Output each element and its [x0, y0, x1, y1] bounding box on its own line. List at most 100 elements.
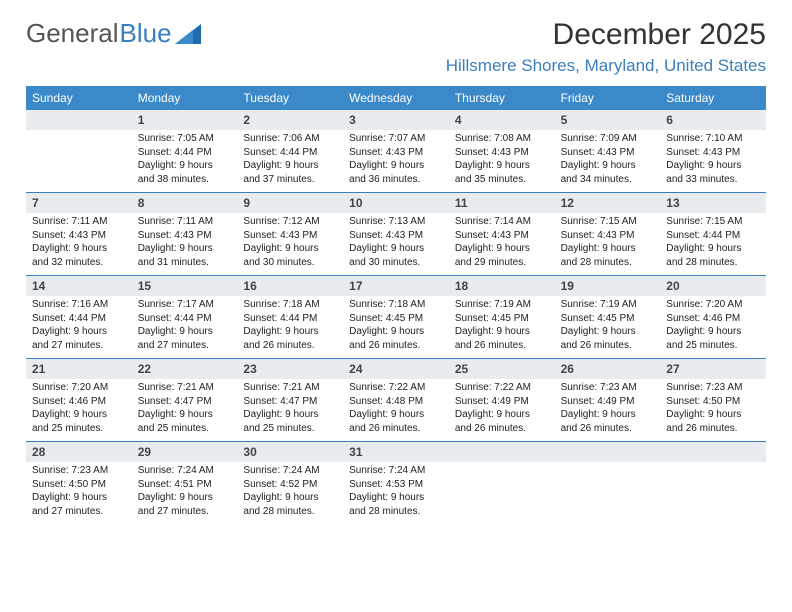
- daylight-line2: and 28 minutes.: [349, 505, 443, 519]
- daylight-line1: Daylight: 9 hours: [455, 325, 549, 339]
- sunset-text: Sunset: 4:47 PM: [243, 395, 337, 409]
- day-number: 4: [449, 110, 555, 130]
- day-info: Sunrise: 7:10 AMSunset: 4:43 PMDaylight:…: [660, 130, 766, 192]
- sunset-text: Sunset: 4:50 PM: [666, 395, 760, 409]
- sunset-text: Sunset: 4:43 PM: [349, 229, 443, 243]
- daylight-line2: and 30 minutes.: [349, 256, 443, 270]
- day-number: 3: [343, 110, 449, 130]
- day-info: Sunrise: 7:21 AMSunset: 4:47 PMDaylight:…: [237, 379, 343, 441]
- day-cell: 22Sunrise: 7:21 AMSunset: 4:47 PMDayligh…: [132, 359, 238, 441]
- day-header: Sunday: [26, 86, 132, 110]
- day-info: Sunrise: 7:12 AMSunset: 4:43 PMDaylight:…: [237, 213, 343, 275]
- day-cell: 12Sunrise: 7:15 AMSunset: 4:43 PMDayligh…: [555, 193, 661, 275]
- day-cell: 3Sunrise: 7:07 AMSunset: 4:43 PMDaylight…: [343, 110, 449, 192]
- day-info: Sunrise: 7:24 AMSunset: 4:53 PMDaylight:…: [343, 462, 449, 524]
- day-info: Sunrise: 7:16 AMSunset: 4:44 PMDaylight:…: [26, 296, 132, 358]
- day-info: Sunrise: 7:14 AMSunset: 4:43 PMDaylight:…: [449, 213, 555, 275]
- sunrise-text: Sunrise: 7:24 AM: [349, 464, 443, 478]
- day-number: 28: [26, 442, 132, 462]
- day-info: Sunrise: 7:18 AMSunset: 4:44 PMDaylight:…: [237, 296, 343, 358]
- day-number: 12: [555, 193, 661, 213]
- day-header: Thursday: [449, 86, 555, 110]
- day-number: 13: [660, 193, 766, 213]
- page-title: December 2025: [553, 18, 766, 52]
- daylight-line2: and 25 minutes.: [138, 422, 232, 436]
- sunrise-text: Sunrise: 7:09 AM: [561, 132, 655, 146]
- day-info: Sunrise: 7:08 AMSunset: 4:43 PMDaylight:…: [449, 130, 555, 192]
- daylight-line1: Daylight: 9 hours: [455, 408, 549, 422]
- day-info: Sunrise: 7:15 AMSunset: 4:43 PMDaylight:…: [555, 213, 661, 275]
- sunset-text: Sunset: 4:43 PM: [32, 229, 126, 243]
- day-info: Sunrise: 7:21 AMSunset: 4:47 PMDaylight:…: [132, 379, 238, 441]
- daylight-line1: Daylight: 9 hours: [349, 242, 443, 256]
- sunrise-text: Sunrise: 7:18 AM: [349, 298, 443, 312]
- day-cell: 2Sunrise: 7:06 AMSunset: 4:44 PMDaylight…: [237, 110, 343, 192]
- daylight-line1: Daylight: 9 hours: [349, 408, 443, 422]
- day-info: Sunrise: 7:23 AMSunset: 4:50 PMDaylight:…: [660, 379, 766, 441]
- daylight-line1: Daylight: 9 hours: [561, 408, 655, 422]
- daylight-line2: and 26 minutes.: [561, 339, 655, 353]
- day-number: 7: [26, 193, 132, 213]
- day-cell: 6Sunrise: 7:10 AMSunset: 4:43 PMDaylight…: [660, 110, 766, 192]
- sunset-text: Sunset: 4:53 PM: [349, 478, 443, 492]
- sunset-text: Sunset: 4:44 PM: [243, 146, 337, 160]
- sunset-text: Sunset: 4:44 PM: [666, 229, 760, 243]
- week-row: 14Sunrise: 7:16 AMSunset: 4:44 PMDayligh…: [26, 276, 766, 359]
- day-info: Sunrise: 7:13 AMSunset: 4:43 PMDaylight:…: [343, 213, 449, 275]
- day-cell: 18Sunrise: 7:19 AMSunset: 4:45 PMDayligh…: [449, 276, 555, 358]
- sunset-text: Sunset: 4:47 PM: [138, 395, 232, 409]
- sunset-text: Sunset: 4:45 PM: [455, 312, 549, 326]
- sunset-text: Sunset: 4:45 PM: [349, 312, 443, 326]
- daylight-line2: and 25 minutes.: [243, 422, 337, 436]
- day-number: 22: [132, 359, 238, 379]
- daylight-line1: Daylight: 9 hours: [666, 159, 760, 173]
- day-number: 14: [26, 276, 132, 296]
- day-cell: 1Sunrise: 7:05 AMSunset: 4:44 PMDaylight…: [132, 110, 238, 192]
- sunset-text: Sunset: 4:49 PM: [455, 395, 549, 409]
- logo-text-blue: Blue: [120, 18, 172, 49]
- sunrise-text: Sunrise: 7:15 AM: [561, 215, 655, 229]
- day-header: Saturday: [660, 86, 766, 110]
- daylight-line1: Daylight: 9 hours: [455, 242, 549, 256]
- sunset-text: Sunset: 4:43 PM: [455, 146, 549, 160]
- day-cell: [660, 442, 766, 524]
- sunrise-text: Sunrise: 7:22 AM: [455, 381, 549, 395]
- daylight-line1: Daylight: 9 hours: [666, 242, 760, 256]
- day-info: Sunrise: 7:18 AMSunset: 4:45 PMDaylight:…: [343, 296, 449, 358]
- day-info: Sunrise: 7:06 AMSunset: 4:44 PMDaylight:…: [237, 130, 343, 192]
- header: GeneralBlue December 2025: [26, 18, 766, 52]
- sunrise-text: Sunrise: 7:19 AM: [455, 298, 549, 312]
- day-number: [660, 442, 766, 462]
- week-row: 21Sunrise: 7:20 AMSunset: 4:46 PMDayligh…: [26, 359, 766, 442]
- day-cell: 5Sunrise: 7:09 AMSunset: 4:43 PMDaylight…: [555, 110, 661, 192]
- daylight-line2: and 36 minutes.: [349, 173, 443, 187]
- daylight-line1: Daylight: 9 hours: [138, 325, 232, 339]
- day-cell: 29Sunrise: 7:24 AMSunset: 4:51 PMDayligh…: [132, 442, 238, 524]
- sunrise-text: Sunrise: 7:07 AM: [349, 132, 443, 146]
- daylight-line1: Daylight: 9 hours: [561, 242, 655, 256]
- sunrise-text: Sunrise: 7:11 AM: [32, 215, 126, 229]
- day-cell: 25Sunrise: 7:22 AMSunset: 4:49 PMDayligh…: [449, 359, 555, 441]
- daylight-line2: and 28 minutes.: [243, 505, 337, 519]
- day-info: Sunrise: 7:17 AMSunset: 4:44 PMDaylight:…: [132, 296, 238, 358]
- daylight-line1: Daylight: 9 hours: [32, 325, 126, 339]
- daylight-line2: and 28 minutes.: [561, 256, 655, 270]
- sunrise-text: Sunrise: 7:06 AM: [243, 132, 337, 146]
- daylight-line1: Daylight: 9 hours: [243, 159, 337, 173]
- day-number: 24: [343, 359, 449, 379]
- day-number: 19: [555, 276, 661, 296]
- sunrise-text: Sunrise: 7:20 AM: [666, 298, 760, 312]
- daylight-line2: and 28 minutes.: [666, 256, 760, 270]
- day-number: 17: [343, 276, 449, 296]
- day-info: Sunrise: 7:19 AMSunset: 4:45 PMDaylight:…: [449, 296, 555, 358]
- sunset-text: Sunset: 4:51 PM: [138, 478, 232, 492]
- weeks-container: 1Sunrise: 7:05 AMSunset: 4:44 PMDaylight…: [26, 110, 766, 524]
- day-number: 23: [237, 359, 343, 379]
- day-cell: 10Sunrise: 7:13 AMSunset: 4:43 PMDayligh…: [343, 193, 449, 275]
- day-cell: 27Sunrise: 7:23 AMSunset: 4:50 PMDayligh…: [660, 359, 766, 441]
- daylight-line2: and 26 minutes.: [666, 422, 760, 436]
- day-info: Sunrise: 7:24 AMSunset: 4:52 PMDaylight:…: [237, 462, 343, 524]
- day-cell: 20Sunrise: 7:20 AMSunset: 4:46 PMDayligh…: [660, 276, 766, 358]
- daylight-line1: Daylight: 9 hours: [243, 325, 337, 339]
- sunset-text: Sunset: 4:46 PM: [666, 312, 760, 326]
